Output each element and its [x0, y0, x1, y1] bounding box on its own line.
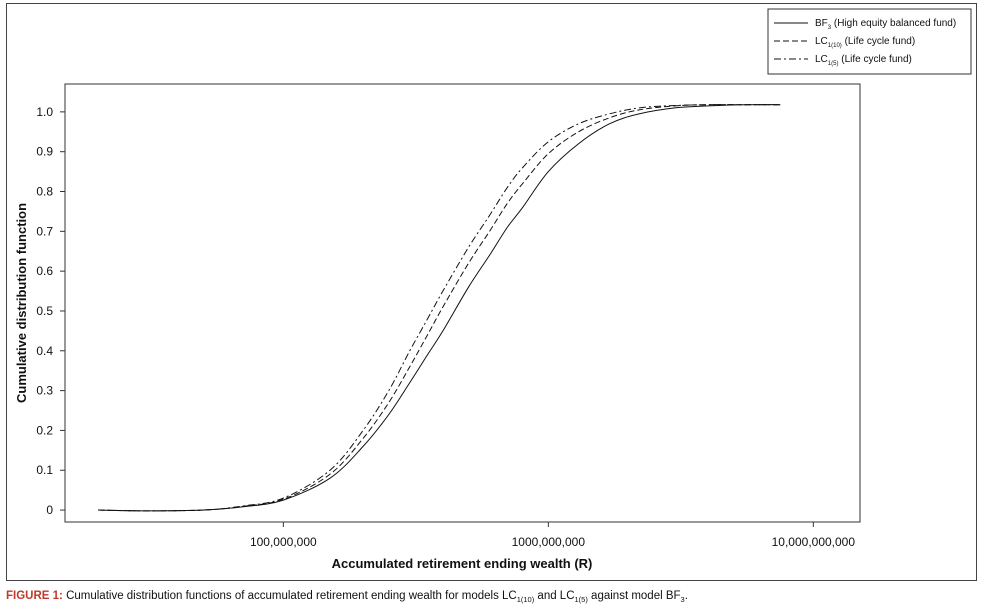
y-tick-label: 0.3 [36, 384, 53, 398]
caption-sub-1: 1(10) [516, 595, 535, 604]
caption-text-2: and LC [534, 590, 575, 602]
x-axis: 100,000,000 1000,000,000 10,000,000,000 [250, 522, 855, 549]
caption-text-4: . [684, 590, 688, 602]
x-tick-label: 100,000,000 [250, 535, 317, 549]
legend-sub: 1(10) [828, 43, 842, 49]
legend-label-lc15: LC1(5) (Life cycle fund) [815, 54, 912, 67]
legend-sub: 1(5) [828, 61, 839, 67]
x-axis-title: Accumulated retirement ending wealth (R) [332, 556, 593, 571]
x-tick-label: 1000,000,000 [512, 535, 586, 549]
y-tick-label: 0.6 [36, 264, 53, 278]
legend: BF3 (High equity balanced fund)LC1(10) (… [767, 8, 972, 75]
plot-area [64, 83, 861, 523]
series-layer [98, 104, 781, 512]
y-tick-label: 0.1 [36, 463, 53, 477]
figure-frame [6, 3, 977, 581]
series-line-lc110 [98, 104, 781, 512]
caption-sub-3: 3 [680, 595, 685, 604]
figure-caption: FIGURE 1: Cumulative distribution functi… [6, 588, 977, 608]
y-tick-label: 0.7 [36, 224, 53, 238]
caption-sub-2: 1(5) [574, 595, 588, 604]
legend-main: LC [815, 54, 828, 65]
legend-label-bf3: BF3 (High equity balanced fund) [815, 18, 956, 31]
series-line-bf3 [98, 104, 781, 512]
legend-desc: (Life cycle fund) [842, 36, 915, 47]
legend-label-lc110: LC1(10) (Life cycle fund) [815, 36, 915, 49]
y-tick-label: 0.2 [36, 423, 53, 437]
caption-text-1: Cumulative distribution functions of acc… [62, 590, 517, 602]
legend-main: LC [815, 36, 828, 47]
legend-main: BF [815, 18, 828, 29]
y-tick-label: 0.9 [36, 145, 53, 159]
y-tick-label: 0.8 [36, 185, 53, 199]
legend-desc: (High equity balanced fund) [831, 18, 956, 29]
legend-sub: 3 [828, 25, 832, 31]
y-axis-title: Cumulative distribution function [14, 203, 29, 403]
series-line-lc15 [98, 104, 781, 512]
caption-text-3: against model BF [587, 590, 681, 602]
y-tick-label: 0 [46, 503, 53, 517]
y-axis: 0 0.1 0.2 0.3 0.4 0.5 0.6 0.7 0.8 0.9 1.0 [36, 105, 65, 517]
y-tick-label: 0.5 [36, 304, 53, 318]
x-tick-label: 10,000,000,000 [772, 535, 856, 549]
legend-desc: (Life cycle fund) [838, 54, 911, 65]
y-tick-label: 0.4 [36, 344, 53, 358]
figure-label: FIGURE 1: [6, 590, 63, 602]
y-tick-label: 1.0 [36, 105, 53, 119]
